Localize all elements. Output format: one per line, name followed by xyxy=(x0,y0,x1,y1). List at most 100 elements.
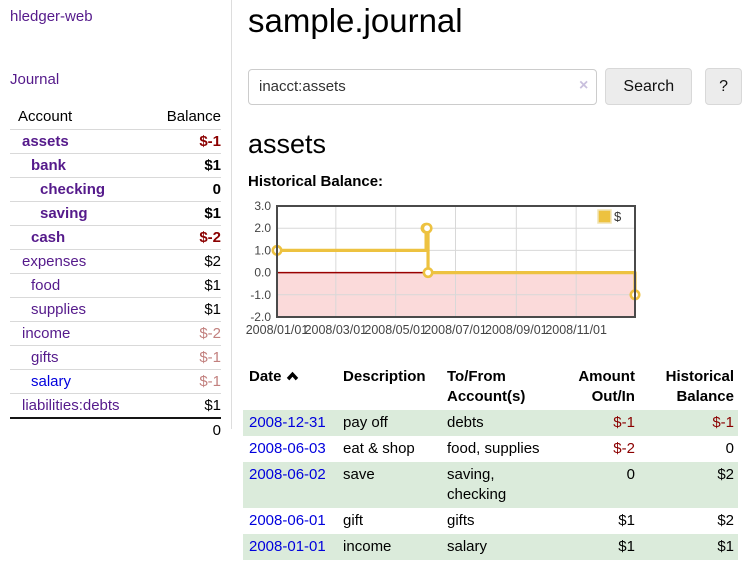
account-row: assets $-1 xyxy=(10,129,221,154)
account-row: expenses $2 xyxy=(10,249,221,274)
account-row: checking 0 xyxy=(10,177,221,202)
search-input[interactable] xyxy=(248,68,598,105)
transaction-date-link[interactable]: 2008-12-31 xyxy=(249,414,326,431)
account-row: income $-2 xyxy=(10,321,221,346)
register-header-row: Date Description To/From Account(s) Amou… xyxy=(243,365,738,410)
register-row: 2008-06-03 eat & shop food, supplies $-2… xyxy=(243,436,738,462)
app-title-link[interactable]: hledger-web xyxy=(10,8,93,25)
account-balance: $1 xyxy=(151,297,221,322)
x-tick-label: 2008/01/01 xyxy=(246,323,309,337)
account-link[interactable]: food xyxy=(31,277,61,294)
transaction-description: eat & shop xyxy=(343,440,415,457)
transaction-accounts: salary xyxy=(446,538,487,555)
transaction-date-link[interactable]: 2008-06-03 xyxy=(249,440,326,457)
transaction-description: pay off xyxy=(343,414,388,431)
y-tick-label: 3.0 xyxy=(254,201,271,213)
account-balance: 0 xyxy=(151,177,221,202)
transaction-amount: $-2 xyxy=(613,440,635,457)
plot-border xyxy=(276,205,636,318)
transaction-accounts: gifts xyxy=(446,512,475,529)
account-balance: $-2 xyxy=(151,225,221,250)
account-heading: assets xyxy=(248,129,327,159)
transaction-description: gift xyxy=(343,512,364,529)
transaction-balance: 0 xyxy=(725,440,734,457)
account-balance: $-1 xyxy=(151,345,221,370)
transaction-amount: $1 xyxy=(618,538,635,555)
account-link[interactable]: cash xyxy=(31,229,66,246)
account-link[interactable]: checking xyxy=(40,181,106,198)
account-row: supplies $1 xyxy=(10,297,221,322)
transaction-date-link[interactable]: 2008-06-02 xyxy=(249,466,326,483)
clear-search-icon[interactable]: × xyxy=(579,76,589,94)
transaction-accounts: saving, checking xyxy=(446,466,507,503)
accounts-header-account: Account xyxy=(18,108,73,125)
main-content: sample.journal × Search ? assets Histori… xyxy=(243,0,742,560)
legend-label: $ xyxy=(614,209,622,224)
register-table: Date Description To/From Account(s) Amou… xyxy=(243,365,738,560)
page-title: sample.journal xyxy=(248,2,463,39)
register-header-description: Description xyxy=(343,368,426,385)
account-link[interactable]: supplies xyxy=(31,301,87,318)
x-tick-label: 2008/11/01 xyxy=(545,323,607,337)
account-balance: $-2 xyxy=(151,321,221,346)
account-row: bank $1 xyxy=(10,153,221,178)
account-balance: $1 xyxy=(151,201,221,226)
y-tick-label: 0.0 xyxy=(254,266,271,280)
help-button[interactable]: ? xyxy=(705,68,742,105)
account-row: gifts $-1 xyxy=(10,345,221,370)
y-tick-label: 2.0 xyxy=(254,221,271,235)
transaction-accounts: food, supplies xyxy=(446,440,540,457)
transaction-date-link[interactable]: 2008-01-01 xyxy=(249,538,326,555)
data-point xyxy=(421,222,433,234)
register-header-date-label: Date xyxy=(249,368,282,385)
account-row: saving $1 xyxy=(10,201,221,226)
sidebar-item-journal[interactable]: Journal xyxy=(10,71,60,88)
transaction-description: income xyxy=(343,538,392,555)
account-balance: $-1 xyxy=(151,129,221,154)
y-tick-label: 1.0 xyxy=(254,243,271,257)
account-link[interactable]: salary xyxy=(31,373,72,390)
account-row: cash $-2 xyxy=(10,225,221,250)
accounts-total-balance: 0 xyxy=(151,417,221,442)
y-tick-label: -2.0 xyxy=(250,310,271,324)
transaction-accounts: debts xyxy=(446,414,484,431)
sidebar: hledger-web Journal Account Balance asse… xyxy=(0,0,232,442)
account-row: salary $-1 xyxy=(10,369,221,394)
balance-chart: 3.0 2.0 1.0 0.0 -1.0 -2.02008/01/012008/03/01… xyxy=(246,199,641,337)
accounts-total-row: 0 xyxy=(10,417,221,442)
account-link[interactable]: bank xyxy=(31,157,67,174)
account-link[interactable]: liabilities:debts xyxy=(22,397,120,414)
transaction-balance: $1 xyxy=(717,538,734,555)
account-link[interactable]: assets xyxy=(22,133,69,150)
account-link[interactable]: saving xyxy=(40,205,88,222)
account-balance: $-1 xyxy=(151,369,221,394)
sort-ascending-icon xyxy=(286,371,298,381)
account-balance: $1 xyxy=(151,273,221,298)
register-row: 2008-06-01 gift gifts $1 $2 xyxy=(243,508,738,534)
x-tick-label: 2008/07/01 xyxy=(424,323,487,337)
search-form: × Search ? xyxy=(248,68,742,105)
account-link[interactable]: income xyxy=(22,325,71,342)
accounts-header-balance: Balance xyxy=(166,108,221,125)
x-tick-label: 2008/03/01 xyxy=(305,323,368,337)
transaction-balance: $2 xyxy=(717,512,734,529)
register-header-amount: Amount Out/In xyxy=(578,368,635,405)
legend-swatch xyxy=(597,209,612,224)
register-header-balance: Historical Balance xyxy=(665,368,734,405)
register-header-date[interactable]: Date xyxy=(243,365,337,410)
data-point xyxy=(422,267,434,279)
y-tick-label: -1.0 xyxy=(250,288,271,302)
transaction-balance: $-1 xyxy=(712,414,734,431)
transaction-date-link[interactable]: 2008-06-01 xyxy=(249,512,326,529)
register-header-accounts: To/From Account(s) xyxy=(446,368,526,405)
transaction-amount: 0 xyxy=(626,466,635,483)
accounts-table: Account Balance assets $-1 bank $1 check… xyxy=(10,105,221,442)
x-tick-label: 2008/05/01 xyxy=(364,323,427,337)
account-link[interactable]: expenses xyxy=(22,253,87,270)
account-link[interactable]: gifts xyxy=(31,349,59,366)
register-row: 2008-12-31 pay off debts $-1 $-1 xyxy=(243,410,738,436)
account-balance: $1 xyxy=(151,393,221,418)
account-balance: $2 xyxy=(151,249,221,274)
search-button[interactable]: Search xyxy=(605,68,693,105)
transaction-amount: $1 xyxy=(618,512,635,529)
